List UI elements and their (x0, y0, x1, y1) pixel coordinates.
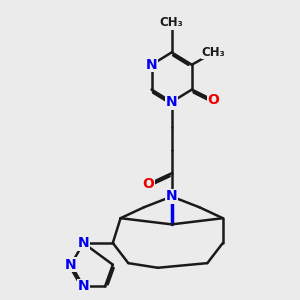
Text: N: N (78, 236, 89, 250)
Text: CH₃: CH₃ (202, 46, 225, 59)
Text: N: N (166, 190, 178, 203)
Text: N: N (65, 258, 77, 272)
Text: N: N (146, 58, 158, 72)
Text: CH₃: CH₃ (160, 16, 184, 29)
Text: O: O (208, 93, 220, 107)
Text: N: N (78, 279, 89, 293)
Text: N: N (166, 95, 178, 109)
Text: O: O (142, 177, 154, 191)
